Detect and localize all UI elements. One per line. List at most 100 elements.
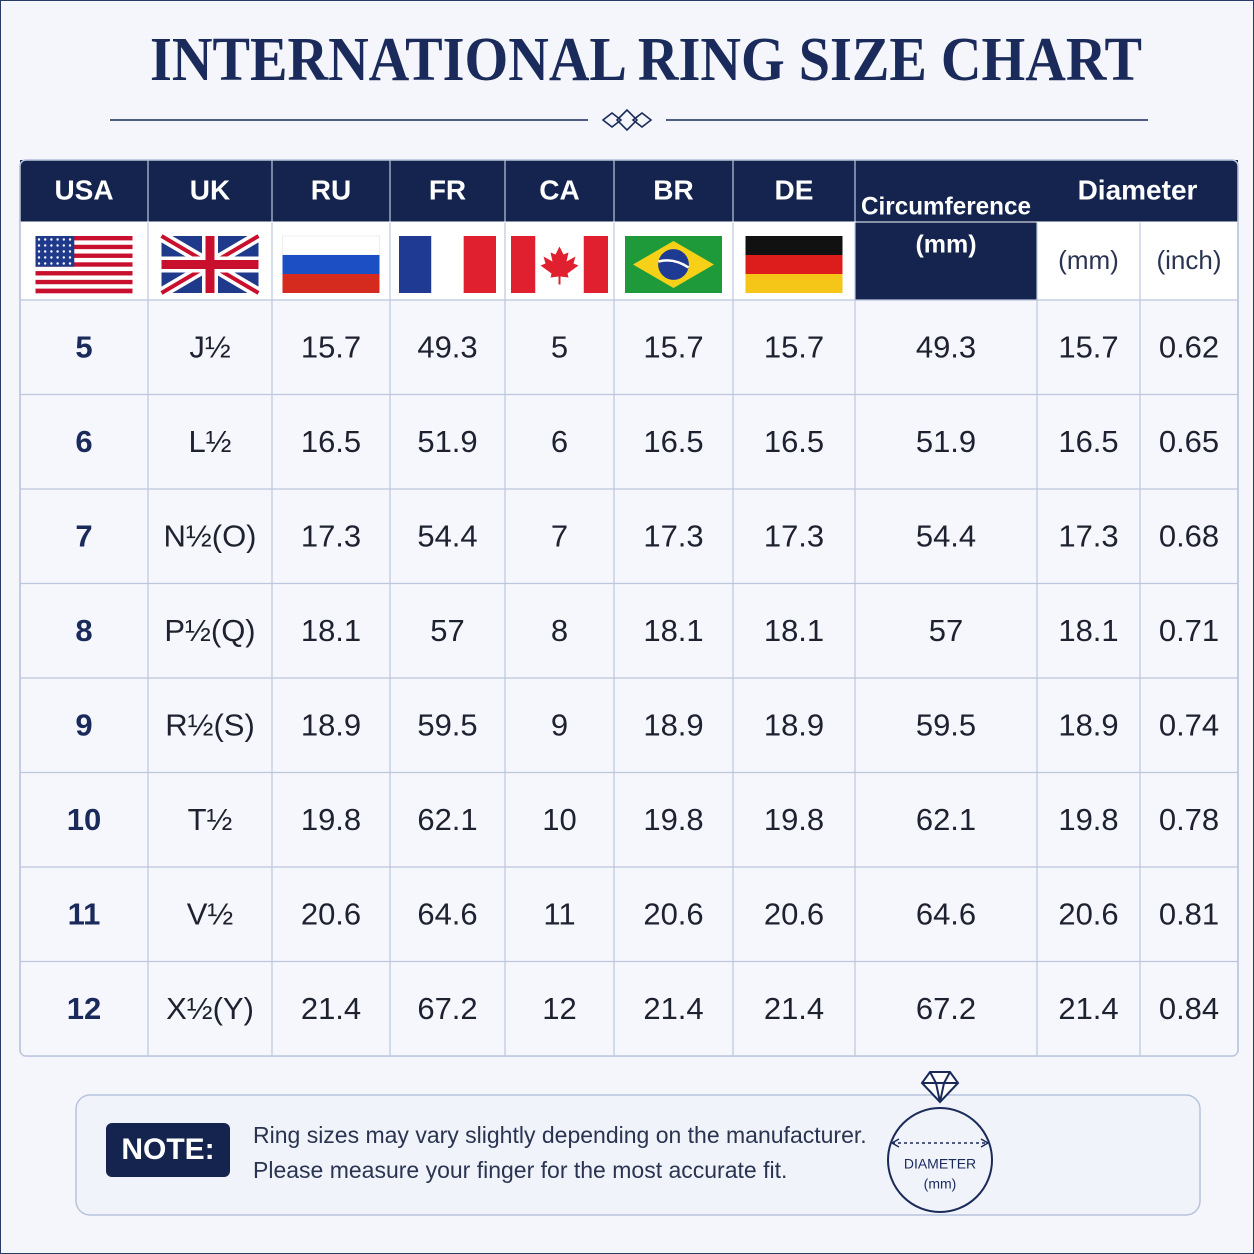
size-cell: 18.1 [643,613,703,648]
column-header: (mm) [915,231,976,259]
column-header: FR [429,174,466,205]
column-header: USA [54,174,113,205]
flag-shape [745,255,843,274]
size-cell: 17.3 [1058,518,1118,553]
size-cell: 16.5 [643,424,703,459]
size-cell: 17.3 [643,518,703,553]
size-cell: 11 [543,896,575,931]
unit-header: (mm) [1058,245,1119,275]
flag-shape [56,262,59,265]
flag-shape [35,249,133,254]
flag-shape [62,256,65,259]
size-cell: 5 [551,329,568,364]
row-bg [21,772,1237,867]
size-cell: 0.62 [1159,329,1219,364]
size-cell: V½ [187,896,234,931]
flag-shape [37,262,41,265]
size-cell: 16.5 [301,424,361,459]
size-cell: 15.7 [764,329,824,364]
row-bg [21,489,1237,584]
flag-shape [37,250,41,253]
flag-shape [37,244,41,247]
ring-diagram [887,1071,993,1213]
flag-shape [745,236,843,255]
flag-shape [50,256,53,259]
us-size: 10 [67,802,101,837]
size-cell: 19.8 [764,802,824,837]
size-cell: P½(Q) [164,613,255,648]
flag-shape [62,250,65,253]
size-cell: 19.8 [301,802,361,837]
flag-shape [35,240,133,246]
size-cell: 0.65 [1159,424,1219,459]
header-bg [855,160,1037,300]
size-table: USA UK RU FR CA BR DE Circumference (mm) Diameter… [19,159,1239,1057]
flag-shape [658,249,689,280]
us-size: 6 [75,424,92,459]
flag-shape [658,259,690,269]
size-cell: 20.6 [1058,896,1118,931]
flag-shape [68,238,72,241]
size-cell: 0.68 [1159,518,1219,553]
size-cell: 62.1 [417,802,477,837]
size-cell: 10 [542,802,576,837]
note-line: Ring sizes may vary slightly depending o… [253,1122,867,1148]
size-cell: 62.1 [916,802,976,837]
size-cell: 18.9 [764,707,824,742]
flag-shape [35,279,133,285]
flag-shape [35,236,75,267]
size-cell: 54.4 [916,518,976,553]
flag [745,236,843,293]
size-cell: 67.2 [916,991,976,1026]
size-cell: 18.1 [1058,613,1118,648]
flag [35,236,133,294]
flag-shape [35,236,133,241]
flag [158,231,262,298]
size-cell: 16.5 [764,424,824,459]
size-cell: 20.6 [764,896,824,931]
us-size: 12 [67,991,101,1026]
size-cell: 6 [551,424,568,459]
size-cell: 15.7 [301,329,361,364]
size-cell: 57 [430,613,464,648]
size-cell: 18.9 [643,707,703,742]
size-cell: 18.9 [1058,707,1118,742]
us-size: 11 [68,896,101,931]
flag-shape [50,250,53,253]
size-cell: N½(O) [164,518,257,553]
size-cell: 8 [551,613,568,648]
size-cell: 59.5 [916,707,976,742]
note-badge [106,1123,230,1177]
flag-shape [431,236,464,293]
size-cell: 18.1 [301,613,361,648]
flag-shape [399,236,432,293]
size-cell: L½ [188,424,231,459]
column-header: BR [653,174,693,205]
flag-shape [282,255,380,274]
column-header: UK [190,174,230,205]
page-title: INTERNATIONAL RING SIZE CHART [150,26,1142,94]
note-line: Please measure your finger for the most … [253,1157,787,1183]
flag-shape [282,235,380,256]
flag-shape [56,238,59,241]
note-panel [75,1094,1201,1216]
flag-shape [35,271,133,276]
diagram-unit: (mm) [924,1176,957,1192]
size-cell: 64.6 [916,896,976,931]
flag-shape [282,274,380,293]
size-cell: 0.71 [1159,613,1219,648]
ornament [601,111,623,129]
column-header: Circumference [861,193,1031,221]
flag-shape [62,238,65,241]
flag-shape [35,288,133,294]
row-bg [21,394,1237,489]
size-cell: 18.1 [764,613,824,648]
ornament [615,108,639,132]
row-bg [21,867,1237,962]
size-cell: X½(Y) [166,991,254,1026]
flag-shape [62,262,65,265]
flag-shape [35,244,133,250]
diagram-label: DIAMETER [904,1156,976,1172]
